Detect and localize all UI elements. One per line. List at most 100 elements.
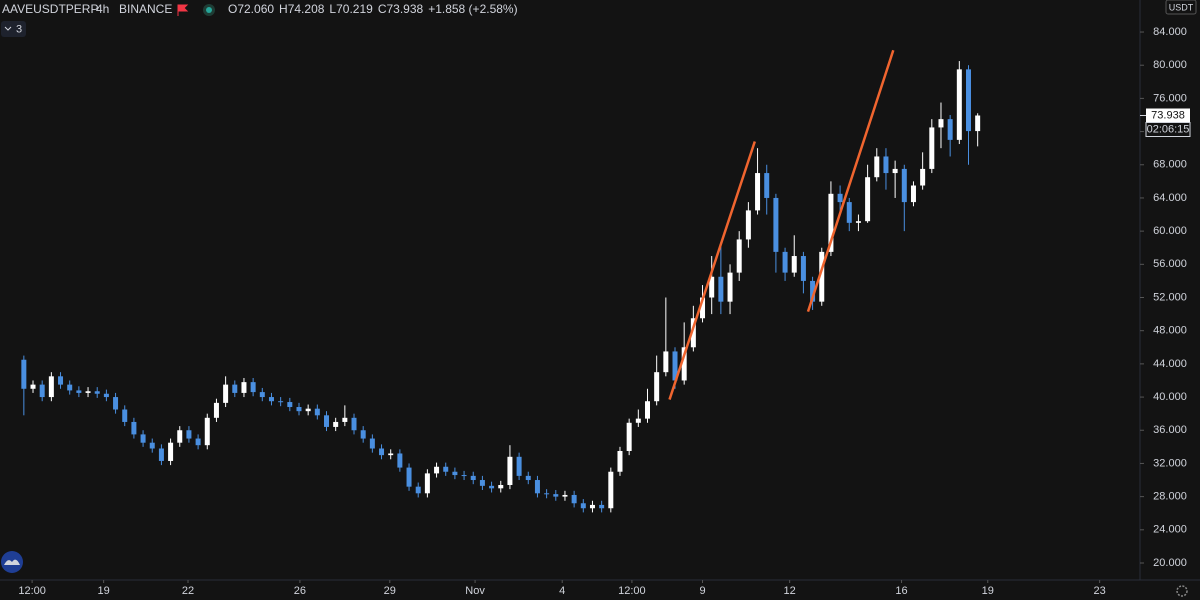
candle-body (507, 456, 513, 486)
settings-icon[interactable] (1176, 585, 1188, 597)
x-tick-label: 26 (294, 585, 306, 597)
candle-body (489, 485, 495, 489)
candle-body (379, 448, 385, 456)
candle-body (122, 409, 128, 422)
currency-box[interactable] (1165, 0, 1197, 15)
candle-body (718, 276, 724, 302)
candle-body (48, 376, 54, 398)
x-tick-label: 19 (982, 585, 994, 597)
candle-body (470, 475, 476, 481)
candle-body (846, 202, 852, 223)
y-tick-label: 68.000 (1153, 159, 1187, 171)
x-tick-label: 12 (784, 585, 796, 597)
candle-body (113, 397, 119, 410)
candle-body (571, 494, 577, 504)
symbol[interactable]: AAVEUSDTPERP (2, 2, 98, 16)
candle-body (874, 156, 880, 178)
y-tick-label: 28.000 (1153, 491, 1187, 503)
candle-body (21, 359, 27, 389)
y-tick-label: 60.000 (1153, 225, 1187, 237)
currency: USDT (1169, 2, 1194, 12)
y-tick-label: 36.000 (1153, 424, 1187, 436)
candle-body (516, 456, 522, 476)
candle-body (975, 115, 981, 132)
y-tick-label: 40.000 (1153, 391, 1187, 403)
candle-body (103, 393, 109, 398)
legend-value: H74.208 (279, 2, 325, 16)
candle-body (700, 297, 706, 319)
y-tick-label: 84.000 (1153, 26, 1187, 38)
candle-body (415, 486, 421, 494)
x-tick-label: 29 (384, 585, 396, 597)
x-tick-label: 9 (699, 585, 705, 597)
trend-line (668, 141, 756, 400)
candle-body (644, 401, 650, 419)
candle-body (131, 421, 137, 435)
candle-body (397, 453, 403, 468)
legend-value: O72.060 (228, 2, 274, 16)
candle-body (479, 480, 485, 486)
candle-body (635, 418, 641, 423)
interval[interactable]: 4h (96, 2, 109, 16)
y-tick-label: 80.000 (1153, 59, 1187, 71)
candle-body (452, 471, 458, 476)
candle-body (250, 382, 256, 393)
legend-value: C73.938 (378, 2, 424, 16)
candle-body (626, 422, 632, 451)
chevron (4, 26, 12, 31)
x-tick-label: 22 (182, 585, 194, 597)
candle-body (580, 503, 586, 509)
y-tick-label: 32.000 (1153, 457, 1187, 469)
candle-body (434, 466, 440, 474)
candle-body (213, 402, 219, 418)
y-tick-label: 44.000 (1153, 358, 1187, 370)
x-tick-label: 12:00 (18, 585, 46, 597)
candle-body (819, 251, 825, 302)
x-tick-label: 4 (559, 585, 565, 597)
last-price-box (1146, 108, 1190, 123)
candle-body (782, 251, 788, 273)
candle-body (76, 390, 82, 393)
candle-body (883, 156, 889, 174)
last-price-label: 73.938 (1151, 109, 1185, 121)
candle-body (94, 391, 100, 394)
exchange: BINANCE (119, 2, 172, 16)
candle-body (892, 168, 898, 174)
countdown: 02:06:15 (1147, 123, 1190, 135)
flag-icon[interactable] (177, 4, 189, 16)
candle-body (736, 239, 742, 273)
candle-body (755, 173, 761, 211)
candle-body (617, 450, 623, 472)
candle-body (305, 408, 311, 412)
indicator-count: 3 (16, 23, 22, 35)
y-tick-label: 20.000 (1153, 557, 1187, 569)
candle-body (268, 397, 274, 402)
candle-body (608, 471, 614, 509)
candle-body (149, 442, 155, 449)
candle-body (424, 473, 430, 494)
candle-body (232, 384, 238, 393)
candle-body (369, 438, 375, 449)
candle-body (498, 485, 504, 489)
y-tick-label: 52.000 (1153, 291, 1187, 303)
candle-body (929, 127, 935, 169)
candle-body (241, 382, 247, 393)
candle-body (938, 119, 944, 128)
indicator-toggle[interactable] (1, 21, 26, 37)
trend-line (806, 49, 895, 312)
candle-body (855, 221, 861, 223)
x-tick-label: 23 (1094, 585, 1106, 597)
candle-body (901, 168, 907, 203)
candle-body (910, 185, 916, 203)
candle-body (67, 384, 73, 391)
candle-body (534, 480, 540, 494)
candle-body (287, 402, 293, 408)
x-tick-label: 16 (895, 585, 907, 597)
candle-body (168, 442, 174, 461)
candle-body (158, 448, 164, 461)
x-tick-label: 19 (98, 585, 110, 597)
candle-body (314, 408, 320, 416)
candle-body (351, 417, 357, 431)
y-tick-label: 56.000 (1153, 258, 1187, 270)
